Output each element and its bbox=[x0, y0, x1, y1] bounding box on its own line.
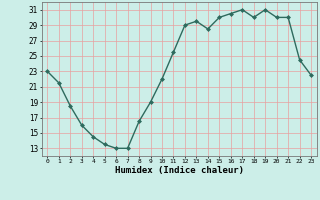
X-axis label: Humidex (Indice chaleur): Humidex (Indice chaleur) bbox=[115, 166, 244, 175]
